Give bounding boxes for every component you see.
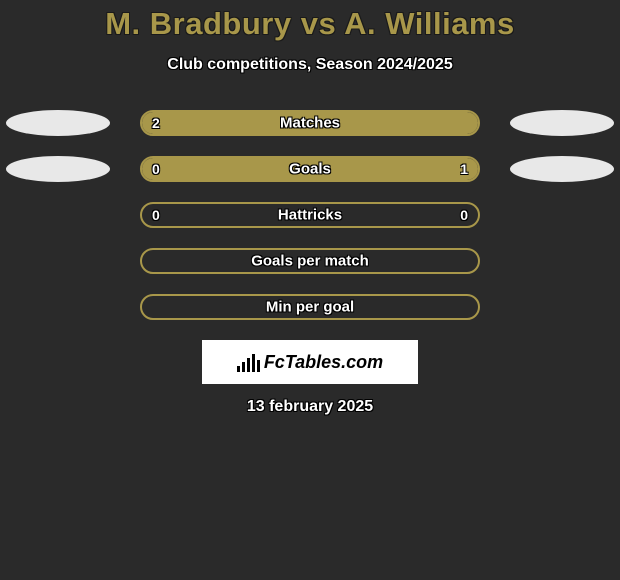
right-oval [510,156,614,182]
stat-left-value: 0 [152,207,160,223]
left-oval [6,110,110,136]
stat-bar: Goals per match [140,248,480,274]
date-label: 13 february 2025 [0,398,620,416]
stat-bar: Min per goal [140,294,480,320]
right-oval [510,110,614,136]
stat-label: Min per goal [266,299,354,316]
stat-bar: 2 Matches [140,110,480,136]
stat-bar: 0 1 Goals [140,156,480,182]
subtitle: Club competitions, Season 2024/2025 [0,56,620,74]
stat-left-value: 0 [152,161,160,177]
stat-right-value: 0 [460,207,468,223]
left-oval [6,156,110,182]
brand-badge: FcTables.com [202,340,418,384]
stat-row: Min per goal [0,294,620,320]
stat-row: Goals per match [0,248,620,274]
stat-row: 0 1 Goals [0,156,620,182]
page-title: M. Bradbury vs A. Williams [0,6,620,42]
stat-right-value: 1 [460,161,468,177]
comparison-card: M. Bradbury vs A. Williams Club competit… [0,0,620,416]
stat-row: 2 Matches [0,110,620,136]
stat-row: 0 0 Hattricks [0,202,620,228]
stat-label: Goals [289,161,331,178]
stat-left-value: 2 [152,115,160,131]
brand-text: FcTables.com [264,352,383,373]
stat-label: Matches [280,115,340,132]
stat-label: Hattricks [278,207,342,224]
stat-label: Goals per match [251,253,369,270]
stat-bar: 0 0 Hattricks [140,202,480,228]
stats-list: 2 Matches 0 1 Goals 0 0 Hattricks Goals per matc… [0,110,620,320]
brand-chart-icon [237,352,260,372]
